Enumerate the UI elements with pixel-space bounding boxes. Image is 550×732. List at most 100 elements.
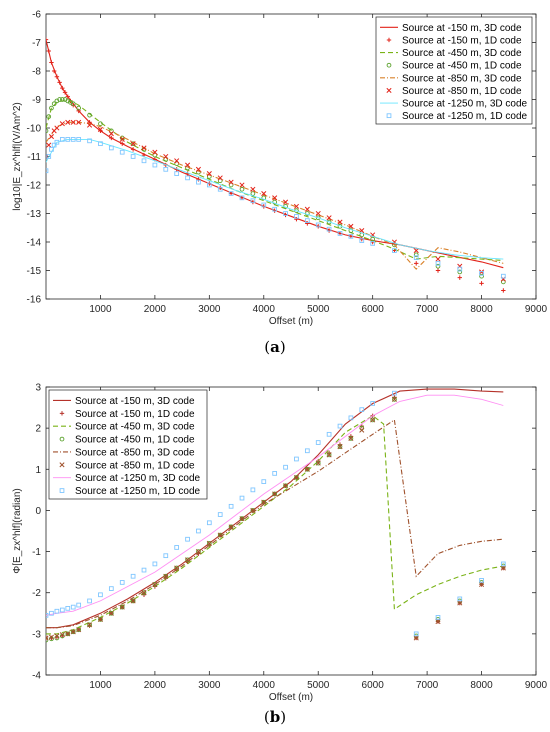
data-point (87, 112, 92, 118)
data-point (119, 580, 125, 585)
x-tick-label: 1000 (89, 304, 112, 315)
data-point (98, 617, 103, 622)
panel-a-caption: (a) (264, 338, 285, 356)
data-point (414, 261, 419, 266)
x-tick-label: 7000 (416, 304, 439, 315)
data-point (239, 182, 245, 188)
data-point (46, 635, 49, 641)
data-point (120, 141, 125, 146)
data-point (65, 137, 71, 142)
data-point (60, 85, 65, 91)
panel-b-chart: 1000 2000 3000 4000 5000 6000 7000 8000 9000 -4 -3… (12, 383, 548, 704)
panel-a-x-axis-label: Offset (m) (269, 316, 313, 327)
y-tick-label: 2 (35, 424, 41, 435)
panel-b-ticks: 1000 2000 3000 4000 5000 6000 7000 8000 9000 -4 -3… (32, 383, 547, 692)
x-tick-label: 9000 (525, 680, 548, 691)
data-point (70, 137, 76, 142)
data-point (97, 616, 103, 623)
legend-box (375, 16, 533, 125)
data-point (163, 157, 169, 162)
data-point (315, 460, 321, 466)
data-point (57, 80, 62, 85)
legend-entry: Source at -850 m, 3D code (402, 73, 522, 84)
data-point (87, 138, 92, 144)
legend-entry: Source at -150 m, 3D code (75, 396, 195, 407)
data-point (65, 119, 71, 125)
data-point (46, 154, 52, 159)
data-point (108, 145, 114, 151)
data-point (348, 415, 354, 421)
legend-entry: Source at -1250 m, 3D code (402, 99, 528, 110)
data-point (174, 158, 180, 164)
series-markers-5 (46, 396, 506, 641)
data-point (435, 256, 441, 262)
data-point (70, 119, 76, 125)
data-point (217, 532, 223, 538)
y-tick-label: -3 (32, 629, 41, 640)
data-point (391, 396, 397, 402)
data-point (46, 612, 49, 618)
legend-entry: Source at -850 m, 3D code (75, 447, 195, 458)
data-point (272, 491, 278, 497)
y-tick-label: 1 (35, 465, 41, 476)
data-point (46, 37, 49, 42)
data-point (392, 248, 397, 253)
panel-a-ticks: 1000 2000 3000 4000 5000 6000 7000 8000 9000 -16 -… (27, 10, 548, 316)
data-point (370, 401, 376, 406)
data-point (315, 222, 321, 228)
data-point (108, 586, 114, 591)
x-tick-label: 5000 (307, 304, 330, 315)
legend-entry: Source at -150 m, 3D code (402, 23, 522, 34)
y-tick-label: -15 (27, 266, 42, 277)
data-point (413, 255, 419, 261)
legend-box (48, 389, 208, 500)
data-point (413, 635, 419, 641)
y-tick-label: -16 (27, 295, 42, 306)
data-point (141, 158, 147, 164)
data-point (108, 610, 114, 616)
data-point (326, 215, 332, 221)
data-point (479, 281, 484, 286)
y-tick-label: -4 (32, 671, 41, 682)
data-point (293, 474, 299, 481)
data-point (174, 565, 180, 571)
data-point (283, 483, 289, 489)
data-point (457, 275, 462, 280)
data-point (479, 581, 485, 588)
data-point (250, 487, 256, 493)
x-tick-label: 1000 (89, 680, 112, 691)
data-point (239, 186, 245, 192)
data-point (239, 495, 245, 501)
y-tick-label: -13 (27, 209, 42, 220)
y-tick-label: 3 (35, 383, 41, 394)
data-point (500, 561, 506, 567)
x-tick-label: 2000 (144, 680, 167, 691)
legend-marker (386, 87, 392, 93)
data-point (108, 610, 114, 616)
data-point (479, 271, 484, 276)
data-point (217, 186, 223, 192)
x-tick-label: 3000 (198, 304, 221, 315)
data-point (152, 582, 158, 587)
data-point (130, 154, 136, 159)
legend-marker (386, 113, 392, 119)
data-point (272, 206, 278, 212)
data-point (304, 466, 310, 472)
data-point (206, 171, 212, 177)
data-point (435, 618, 441, 625)
data-point (337, 444, 343, 450)
y-tick-label: -12 (27, 181, 42, 192)
data-point (98, 141, 103, 147)
x-tick-label: 7000 (416, 680, 439, 691)
data-point (87, 598, 92, 604)
legend-entry: Source at -450 m, 1D code (75, 435, 195, 446)
data-point (70, 604, 76, 610)
legend-marker (386, 37, 392, 43)
data-point (163, 553, 169, 559)
data-point (500, 273, 506, 279)
data-point (46, 128, 49, 134)
x-tick-label: 6000 (362, 304, 385, 315)
panel-a-caption-letter: a (270, 338, 280, 356)
